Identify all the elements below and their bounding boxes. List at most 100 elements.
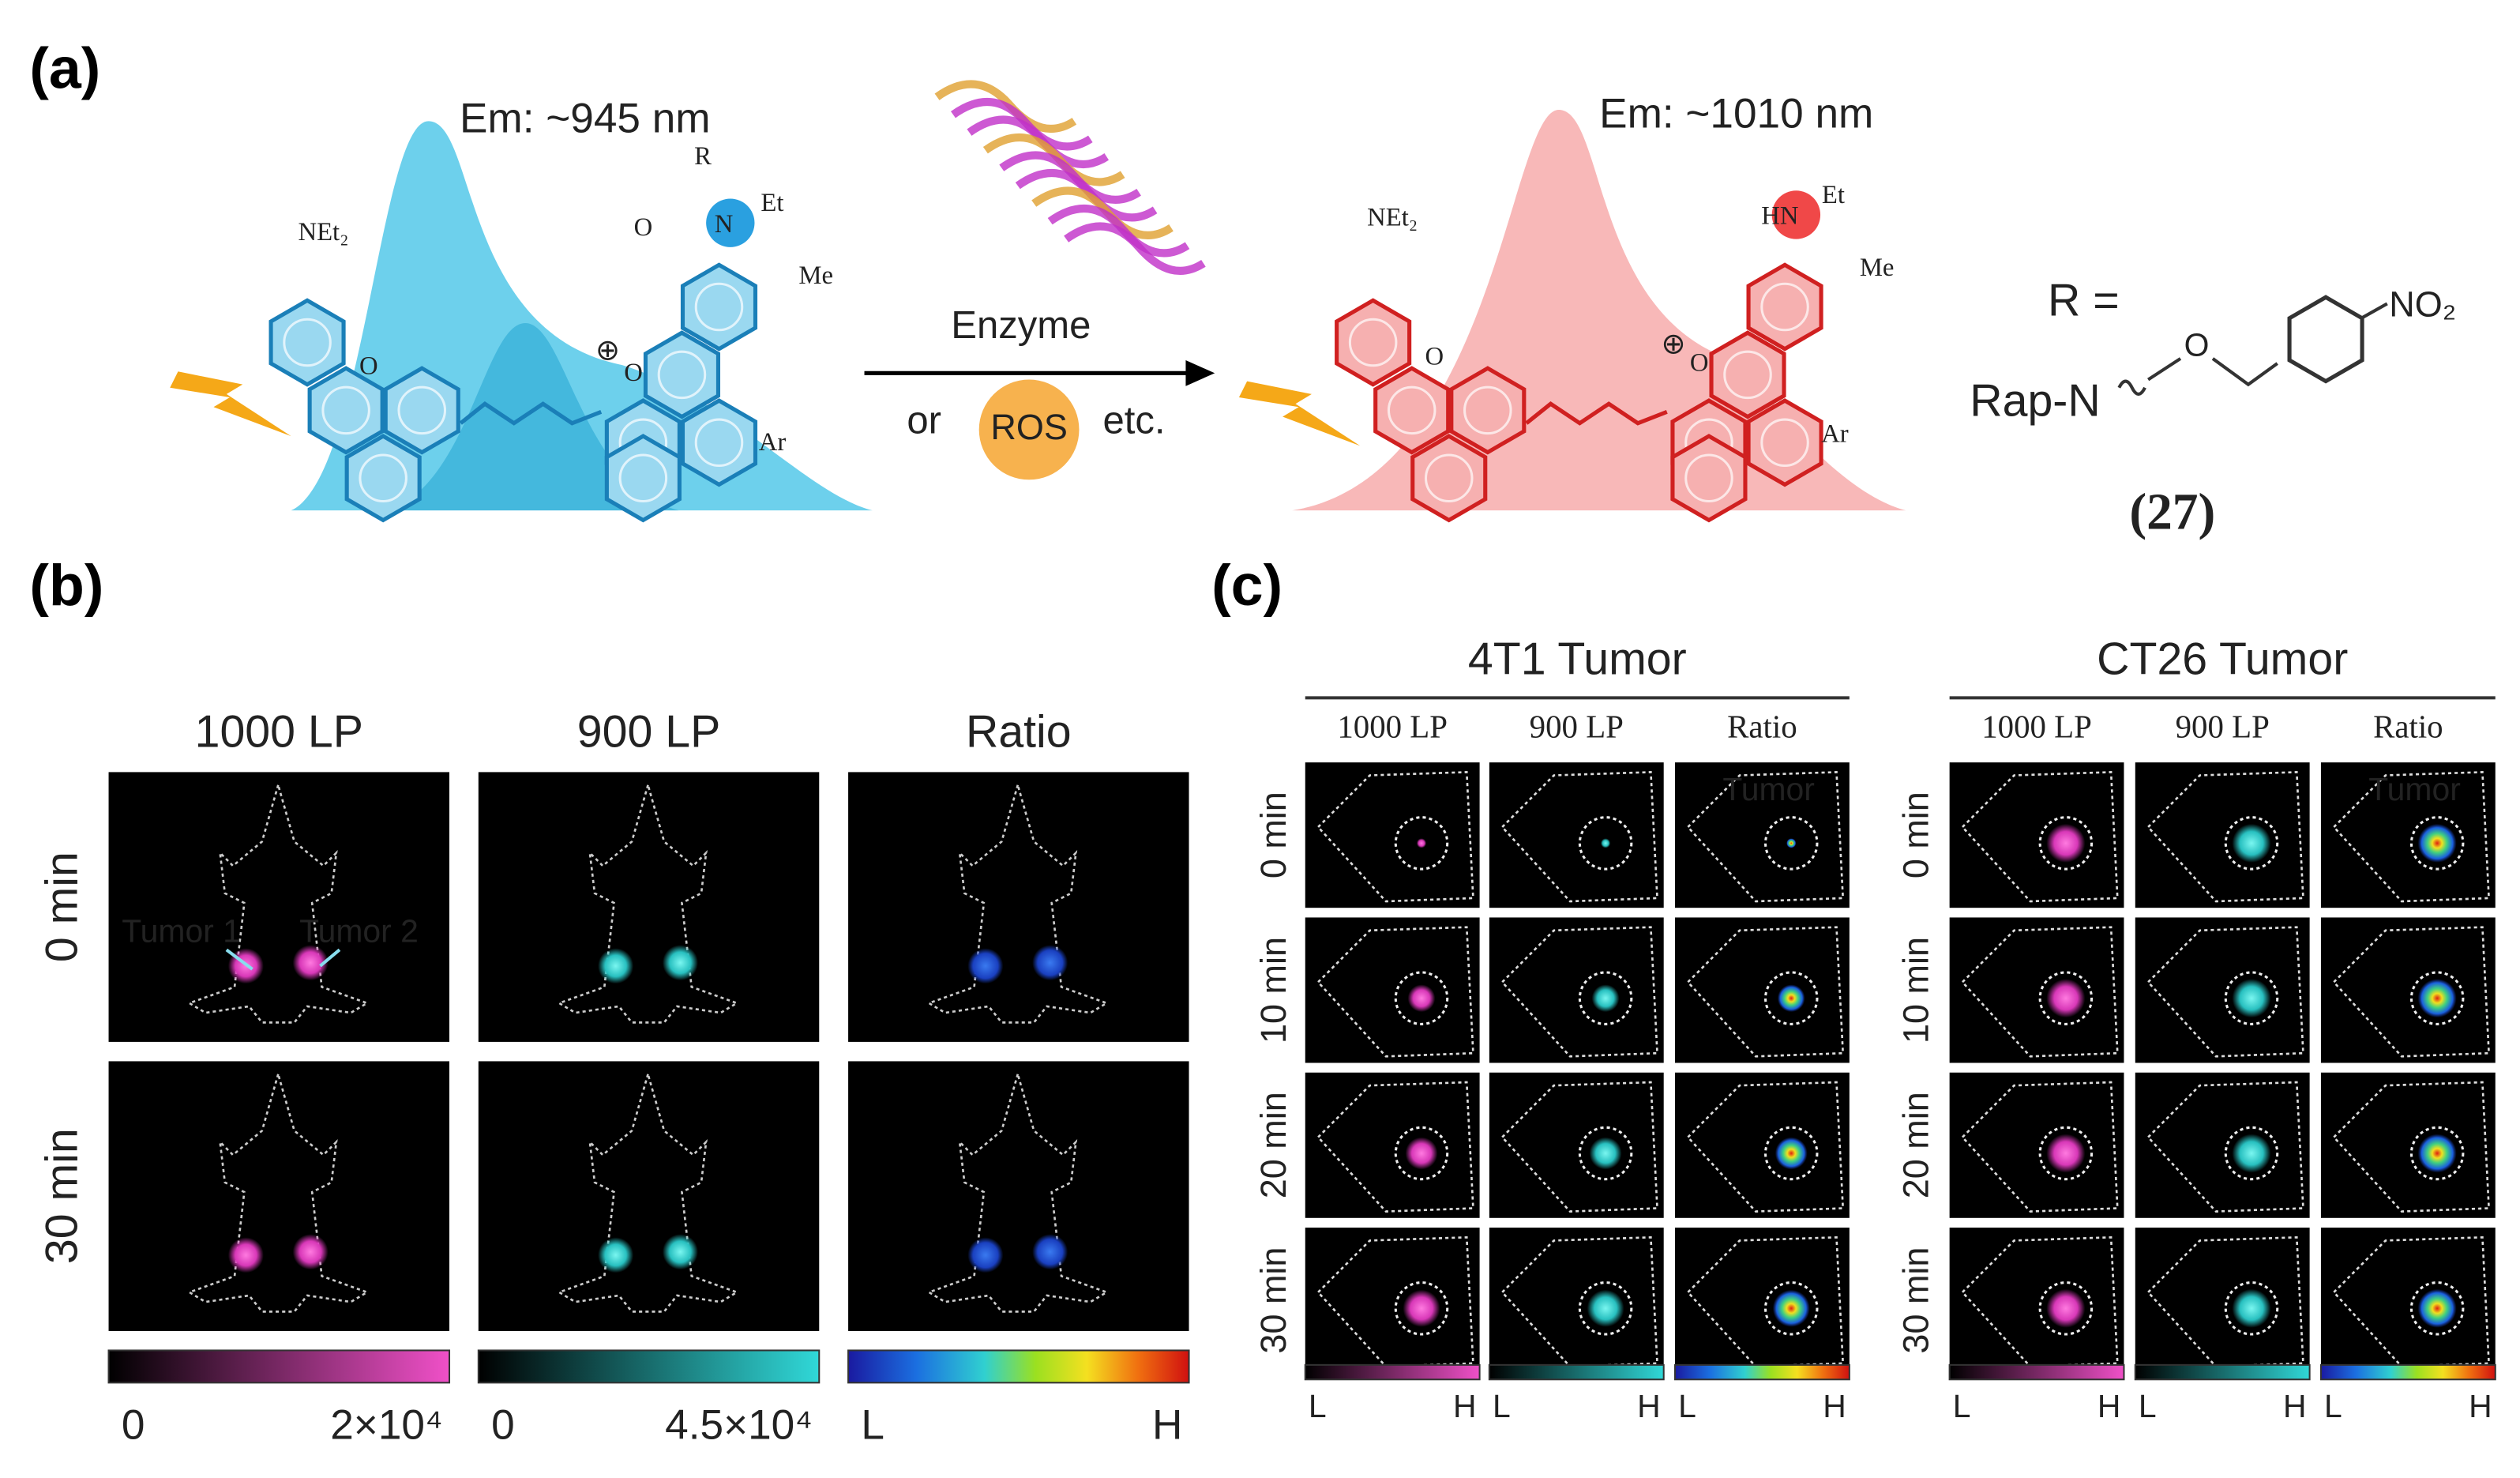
colorbar [2319, 1363, 2496, 1381]
tumor-signal [292, 945, 329, 981]
label: O [2184, 326, 2210, 363]
ring [383, 366, 460, 455]
ring-inner [2301, 314, 2350, 364]
charge: ⊕ [595, 333, 620, 366]
label: Ar [1821, 420, 1849, 449]
label: O [1425, 342, 1444, 370]
label: 0 min [1253, 792, 1294, 878]
tumor-circle [2224, 816, 2279, 871]
body-outline [2146, 1235, 2304, 1368]
label: O [634, 213, 653, 242]
image-tile [1675, 1072, 1850, 1218]
image-tile [1489, 1072, 1664, 1218]
colorbar [1304, 1363, 1481, 1381]
tumor-signal [662, 945, 698, 981]
image-tile [1675, 917, 1850, 1063]
ring-inner [618, 453, 668, 503]
body-outline [1500, 771, 1658, 903]
label: 1000 LP [1981, 709, 2092, 745]
ring-inner [1387, 385, 1437, 435]
body-outline [2332, 926, 2490, 1058]
tumor-circle [2224, 1281, 2279, 1336]
tumor-signal [2232, 979, 2271, 1018]
highlight [706, 198, 755, 247]
tumor-signal [2417, 1134, 2457, 1173]
tumor-signal [967, 1237, 1004, 1273]
label: 1000 LP [195, 707, 363, 758]
tumor-signal [1589, 1137, 1622, 1170]
ring [643, 330, 721, 419]
tumor-circle [1578, 971, 1633, 1025]
ring-inner [694, 282, 744, 332]
tumor-circle [2409, 1281, 2465, 1336]
image-tile [2320, 762, 2496, 908]
tumor-circle [2038, 816, 2094, 871]
label: 0 [122, 1402, 145, 1449]
label: 0 [491, 1402, 515, 1449]
label: L [2324, 1388, 2342, 1424]
highlight [1771, 190, 1821, 239]
colorbar [477, 1349, 821, 1384]
tumor-signal [1600, 838, 1611, 848]
ring [680, 262, 758, 352]
image-tile [478, 772, 820, 1042]
label: Ratio [966, 707, 1072, 758]
ring-inner [1684, 453, 1733, 503]
tumor-circle [1578, 1281, 1633, 1336]
panel-label: (c) [1211, 552, 1283, 618]
label: (27) [2129, 483, 2215, 540]
body-outline [2332, 1235, 2490, 1368]
image-tile [1949, 762, 2124, 908]
body-outline [1961, 771, 2119, 903]
tumor-circle [1394, 1126, 1449, 1181]
label: Tumor [1722, 771, 1815, 807]
ring [1746, 398, 1823, 487]
label: 10 min [1253, 937, 1294, 1044]
ring [1335, 298, 1412, 387]
colorbar [107, 1349, 451, 1384]
body-outline [2332, 771, 2490, 903]
image-tile [2135, 1072, 2310, 1218]
tumor-signal [598, 1237, 634, 1273]
label: H [1823, 1388, 1846, 1424]
tumor-signal [1777, 984, 1805, 1013]
tumor-signal [1772, 1289, 1810, 1327]
colorbar [1673, 1363, 1850, 1381]
body-outline [1686, 926, 1845, 1058]
label: 900 LP [1530, 709, 1624, 745]
label: 1000 LP [1337, 709, 1448, 745]
tumor-circle [1578, 816, 1633, 871]
protein [1064, 222, 1206, 275]
label: H [1453, 1388, 1477, 1424]
tumor-signal [2417, 979, 2457, 1018]
tumor-circle [2409, 816, 2465, 871]
label: Ratio [2373, 709, 2443, 745]
tumor-signal [2046, 979, 2086, 1018]
image-tile [1305, 762, 1480, 908]
tumor-signal [2232, 1288, 2271, 1328]
ring [1410, 434, 1488, 523]
tumor-circle [1763, 971, 1819, 1025]
image-tile [1489, 1228, 1664, 1374]
tumor-circle [2409, 1126, 2465, 1181]
label: Em: ~945 nm [460, 95, 711, 141]
body-outline [1500, 1081, 1658, 1213]
ring-inner [1463, 385, 1512, 435]
tumor-signal [2232, 823, 2271, 863]
label: R [694, 142, 712, 171]
ring [1449, 366, 1527, 455]
ring-inner [1348, 318, 1398, 367]
body-outline [2332, 1081, 2490, 1213]
label: 0 min [1896, 792, 1936, 878]
body-outline [2146, 1081, 2304, 1213]
tumor-signal [1416, 838, 1427, 848]
tumor-circle [2038, 1281, 2094, 1336]
ring-inner [1424, 453, 1474, 503]
ring-inner [1760, 418, 1809, 468]
body-outline [1316, 926, 1474, 1058]
tumor-signal [1403, 1289, 1440, 1327]
image-tile [848, 1061, 1189, 1331]
ring [1709, 330, 1786, 419]
label: 10 min [1896, 937, 1936, 1044]
label: Et [1822, 181, 1845, 209]
